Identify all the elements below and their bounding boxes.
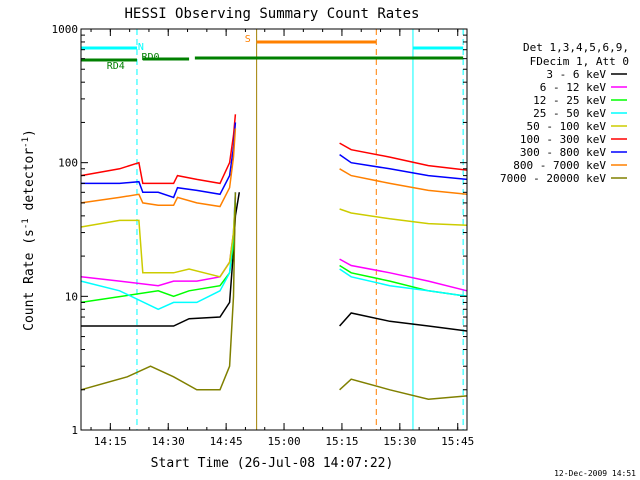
annotation-rd4: RD4 xyxy=(107,61,125,72)
y-axis-label-sup1: -1 xyxy=(21,218,31,229)
y-axis-label-mid: detector xyxy=(22,148,37,219)
series-line xyxy=(80,128,237,208)
annotation-rd0: RD0 xyxy=(141,52,159,63)
series-line xyxy=(339,168,468,196)
series-line xyxy=(339,258,468,292)
y-tick-label: 10 xyxy=(65,290,78,303)
series-line xyxy=(80,202,237,304)
legend-label: 7000 - 20000 keV xyxy=(500,172,606,185)
x-tick-label: 15:00 xyxy=(267,435,300,448)
x-tick-label: 14:45 xyxy=(210,435,243,448)
legend-header-line2: FDecim 1, Att 0 xyxy=(530,55,629,68)
series-line xyxy=(80,192,237,391)
y-axis-label-sup2: -1 xyxy=(21,137,31,148)
series-line xyxy=(80,114,237,185)
series-line xyxy=(339,153,468,181)
legend: Det 1,3,4,5,6,9, FDecim 1, Att 0 3 - 6 k… xyxy=(500,41,629,185)
y-axis-label-start: Count Rate (s xyxy=(22,229,37,331)
series-line xyxy=(339,268,468,298)
x-tick-label: 15:15 xyxy=(325,435,358,448)
y-axis-label-end: ) xyxy=(22,129,37,137)
x-tick-label: 14:30 xyxy=(152,435,185,448)
footer-date: 12-Dec-2009 14:51 xyxy=(554,469,636,478)
y-tick-label: 1 xyxy=(71,424,78,437)
y-tick-label: 100 xyxy=(58,157,78,170)
legend-label: 3 - 6 keV xyxy=(546,68,606,81)
legend-label: 6 - 12 keV xyxy=(540,81,607,94)
legend-label: 100 - 300 keV xyxy=(520,133,606,146)
legend-label: 300 - 800 keV xyxy=(520,146,606,159)
series-line xyxy=(339,378,468,400)
chart-title: HESSI Observing Summary Count Rates xyxy=(124,6,419,22)
series-line xyxy=(81,122,237,199)
y-axis-label: Count Rate (s-1 detector-1) xyxy=(21,129,37,331)
series-line xyxy=(80,197,237,278)
annotation-s: S xyxy=(245,34,251,45)
series-line xyxy=(339,208,468,227)
series-line xyxy=(339,264,468,298)
svg-text:Count Rate (s-1 detector-1): Count Rate (s-1 detector-1) xyxy=(21,129,37,331)
series-line xyxy=(80,192,237,287)
legend-header-line1: Det 1,3,4,5,6,9, xyxy=(523,41,629,54)
x-tick-label: 15:45 xyxy=(441,435,474,448)
y-tick-label: 1000 xyxy=(52,23,79,36)
legend-label: 25 - 50 keV xyxy=(533,107,606,120)
x-tick-label: 15:30 xyxy=(383,435,416,448)
series-line xyxy=(80,192,237,311)
series-line xyxy=(339,142,468,171)
legend-label: 50 - 100 keV xyxy=(527,120,607,133)
series-line xyxy=(339,312,468,332)
legend-label: 800 - 7000 keV xyxy=(513,159,606,172)
annotation-n: N xyxy=(138,42,144,53)
legend-label: 12 - 25 keV xyxy=(533,94,606,107)
series-line xyxy=(81,192,241,327)
x-axis-label: Start Time (26-Jul-08 14:07:22) xyxy=(151,456,394,471)
plot-frame xyxy=(80,28,468,431)
x-tick-label: 14:15 xyxy=(94,435,127,448)
